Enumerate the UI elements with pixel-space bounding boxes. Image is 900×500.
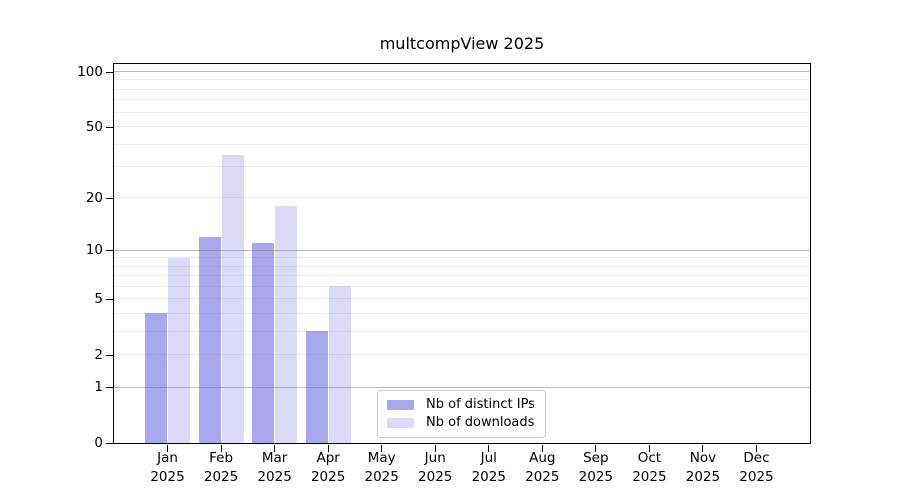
x-tick-jan (167, 445, 169, 452)
y-tick-label-50: 50 (85, 118, 103, 135)
x-tick-label-jun: Jun 2025 (403, 449, 467, 486)
bar-mar-ips (252, 243, 275, 443)
y-tick-20 (106, 197, 113, 199)
y-tick-label-20: 20 (85, 189, 103, 206)
x-tick-label-nov: Nov 2025 (671, 449, 735, 486)
x-tick-year: 2025 (632, 468, 667, 485)
bar-jan-ips (145, 313, 168, 443)
bar-apr-ips (305, 331, 328, 443)
x-tick-label-mar: Mar 2025 (243, 449, 307, 486)
y-tick-label-1: 1 (94, 379, 103, 396)
legend-item: Nb of distinct IPs (387, 397, 535, 412)
x-tick-month: Feb (209, 450, 234, 466)
x-tick-month: Nov (689, 450, 717, 466)
x-tick-year: 2025 (150, 468, 185, 485)
x-tick-aug (541, 445, 543, 452)
x-tick-year: 2025 (418, 468, 453, 485)
x-tick-may (381, 445, 383, 452)
x-tick-year: 2025 (364, 468, 399, 485)
x-tick-month: Jun (424, 450, 446, 466)
y-tick-100 (106, 71, 113, 73)
x-tick-year: 2025 (310, 468, 346, 485)
bar-mar-downloads (275, 206, 298, 443)
x-tick-month: May (367, 450, 396, 466)
x-tick-label-dec: Dec 2025 (724, 449, 788, 486)
x-tick-year: 2025 (203, 468, 239, 485)
legend: Nb of distinct IPs Nb of downloads (377, 390, 546, 438)
legend-label: Nb of distinct IPs (426, 397, 535, 412)
legend-swatch (387, 417, 414, 428)
x-tick-label-sep: Sep 2025 (564, 449, 628, 486)
chart-title: multcompView 2025 (379, 34, 545, 53)
x-tick-mar (274, 445, 276, 452)
x-tick-label-apr: Apr 2025 (296, 449, 360, 486)
y-tick-10 (106, 250, 113, 252)
y-tick-1 (106, 387, 113, 389)
bar-apr-downloads (328, 286, 351, 443)
x-tick-nov (702, 445, 704, 452)
x-tick-label-may: May 2025 (350, 449, 414, 486)
x-tick-month: Sep (583, 450, 609, 466)
x-tick-label-oct: Oct 2025 (617, 449, 681, 486)
y-tick-2 (106, 354, 113, 356)
x-tick-feb (220, 445, 222, 452)
y-tick-label-100: 100 (77, 63, 103, 80)
x-tick-month: Jul (480, 450, 497, 466)
y-tick-0 (106, 443, 113, 444)
x-tick-month: Oct (637, 450, 662, 466)
x-tick-label-feb: Feb 2025 (189, 449, 253, 486)
x-tick-sep (595, 445, 597, 452)
x-tick-year: 2025 (257, 468, 292, 485)
x-tick-month: Jan (157, 450, 178, 466)
y-tick-label-10: 10 (85, 242, 103, 259)
bars-layer (114, 64, 810, 443)
x-tick-month: Aug (529, 450, 556, 466)
x-tick-apr (327, 445, 329, 452)
x-tick-year: 2025 (578, 468, 614, 485)
x-tick-year: 2025 (525, 468, 560, 485)
plot-area: Nb of distinct IPs Nb of downloads (113, 63, 811, 444)
y-tick-label-2: 2 (94, 346, 103, 363)
legend-swatch (387, 399, 414, 410)
y-tick-label-0: 0 (94, 435, 103, 451)
y-tick-50 (106, 126, 113, 128)
bar-jan-downloads (168, 257, 191, 443)
x-tick-label-jul: Jul 2025 (457, 449, 521, 486)
x-tick-label-jan: Jan 2025 (136, 449, 200, 486)
y-tick-label-5: 5 (94, 290, 103, 307)
x-tick-oct (648, 445, 650, 452)
bar-feb-ips (198, 236, 221, 443)
x-tick-year: 2025 (739, 468, 774, 485)
legend-label: Nb of downloads (426, 415, 535, 430)
x-tick-month: Apr (316, 450, 340, 466)
x-tick-year: 2025 (471, 468, 506, 485)
x-tick-month: Dec (743, 450, 770, 466)
y-tick-5 (106, 298, 113, 300)
x-tick-label-aug: Aug 2025 (510, 449, 574, 486)
bar-feb-downloads (221, 154, 244, 443)
x-tick-month: Mar (261, 450, 288, 466)
x-tick-jul (488, 445, 490, 452)
x-tick-dec (755, 445, 757, 452)
x-tick-year: 2025 (685, 468, 721, 485)
legend-item: Nb of downloads (387, 415, 535, 430)
x-tick-jun (434, 445, 436, 452)
